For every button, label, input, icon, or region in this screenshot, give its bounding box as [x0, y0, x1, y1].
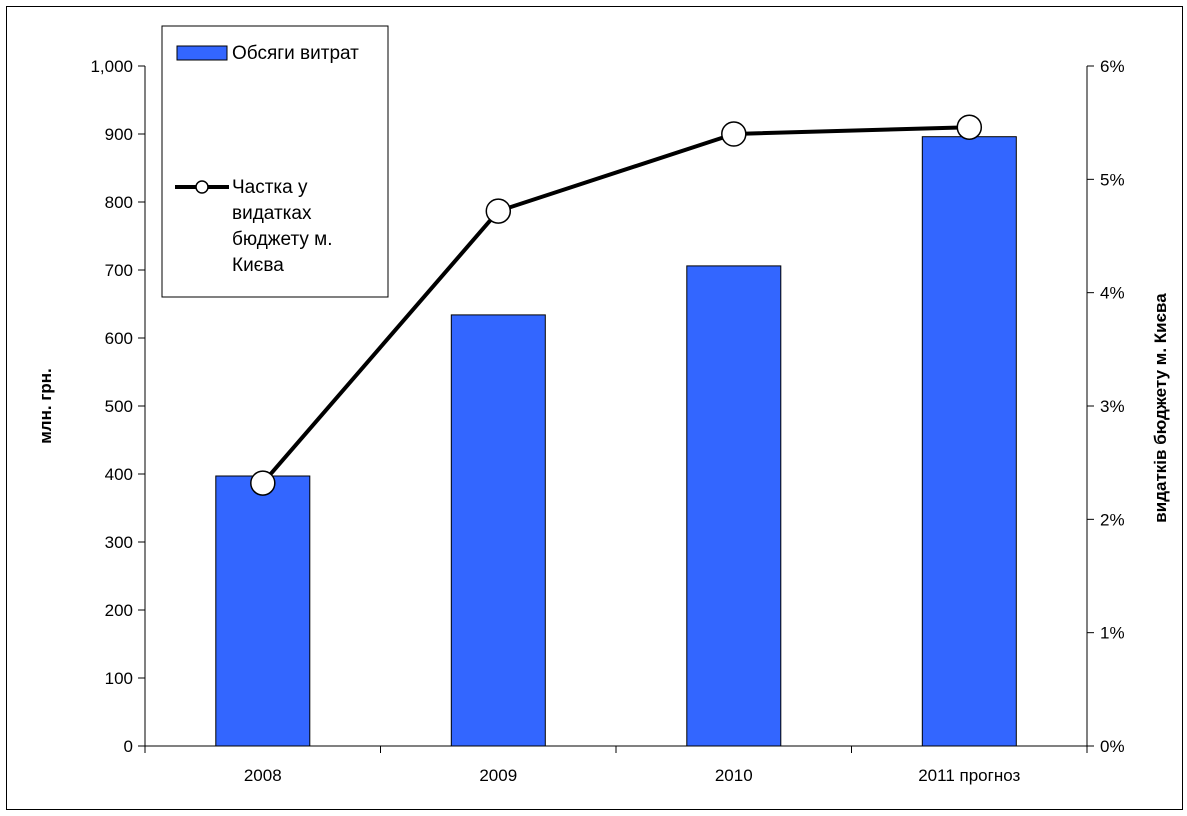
x-tick-label: 2011 прогноз: [918, 766, 1020, 785]
y-axis-right-title: видатків бюджету м. Києва: [1151, 293, 1170, 523]
legend-line-label: Києва: [232, 255, 284, 276]
y-left-tick-label: 300: [105, 533, 133, 552]
legend-bar-label: Обсяги витрат: [232, 43, 359, 64]
y-left-tick-label: 200: [105, 601, 133, 620]
legend: Обсяги витрат Частка у видатках бюджету м. К…: [161, 25, 389, 298]
y-left-tick-label: 500: [105, 397, 133, 416]
line-point-2011 прогноз: [956, 114, 983, 140]
y-right-tick-label: 3%: [1100, 397, 1125, 416]
y-left-tick-label: 700: [105, 261, 133, 280]
bar-2011 прогноз: [921, 136, 1017, 747]
legend-line-label: видатках: [232, 203, 312, 224]
x-tick-label: 2010: [715, 766, 753, 785]
legend-line-marker: [195, 180, 209, 194]
line-point-2009: [485, 198, 512, 224]
line-series-share: [261, 125, 970, 485]
y-left-tick-label: 400: [105, 465, 133, 484]
bar-2009: [450, 314, 546, 747]
y-left-tick-label: 900: [105, 125, 133, 144]
y-right-tick-label: 4%: [1100, 284, 1125, 303]
y-right-tick-label: 0%: [1100, 737, 1125, 756]
y-right-tick-label: 6%: [1100, 57, 1125, 76]
y-left-tick-label: 600: [105, 329, 133, 348]
bar-2010: [686, 265, 782, 747]
legend-box: [161, 25, 389, 298]
line-point-2008: [250, 470, 276, 496]
x-tick-label: 2008: [244, 766, 282, 785]
y-left-tick-label: 0: [124, 737, 133, 756]
bar-2008: [215, 475, 311, 747]
y-right-tick-label: 2%: [1100, 510, 1125, 529]
y-left-tick-label: 1,000: [90, 57, 133, 76]
y-axis-left-title: млн. грн.: [36, 368, 55, 444]
y-right-tick-label: 5%: [1100, 170, 1125, 189]
line-layer: [250, 114, 983, 496]
axes-layer: 0 100 200 300 400 500 600 700 800 900 1,000 0% 1% 2% 3…: [90, 57, 1124, 785]
y-left-tick-label: 100: [105, 669, 133, 688]
x-tick-label: 2009: [479, 766, 517, 785]
legend-line-label: бюджету м.: [232, 229, 332, 250]
legend-line-label: Частка у: [232, 177, 308, 198]
y-right-tick-label: 1%: [1100, 624, 1125, 643]
line-point-2010: [721, 121, 747, 147]
legend-bar-swatch: [176, 45, 228, 61]
bars-layer: [215, 136, 1017, 747]
y-left-tick-label: 800: [105, 193, 133, 212]
